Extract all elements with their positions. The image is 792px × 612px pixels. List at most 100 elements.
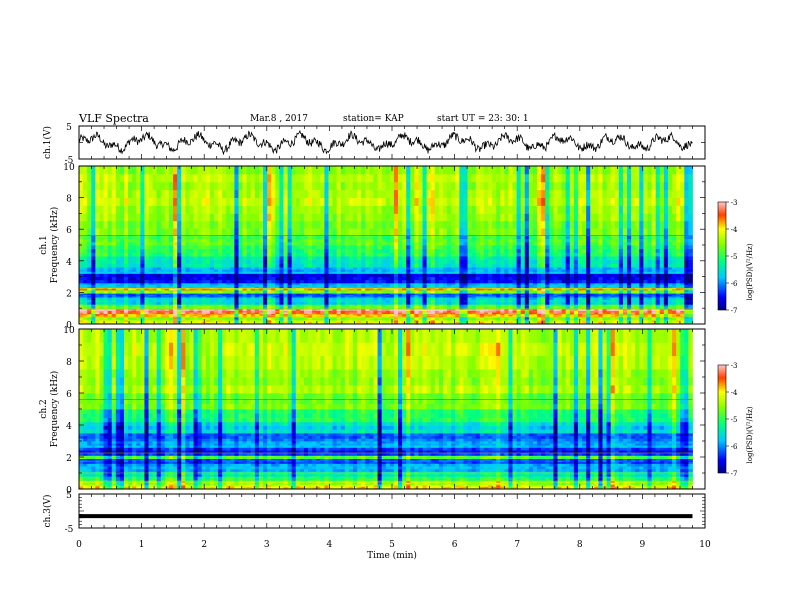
spectrogram-cell: [434, 295, 440, 298]
spectrogram-cell: [573, 284, 579, 287]
spectrogram-cell: [557, 290, 562, 292]
spectrogram-cell: [168, 321, 174, 324]
spectrogram-cell: [238, 291, 243, 293]
spectrogram-cell: [320, 288, 325, 290]
spectrogram-cell: [132, 308, 137, 311]
spectrogram-cell: [348, 299, 354, 303]
spectrogram-cell: [177, 286, 182, 289]
spectrogram-cell: [234, 308, 239, 311]
spectrogram-cell: [520, 319, 526, 321]
spectrogram-cell: [226, 301, 231, 305]
spectrogram-cell: [479, 294, 485, 297]
spectrogram-cell: [602, 301, 607, 305]
spectrogram-cell: [258, 295, 264, 298]
spectrogram-cell: [430, 321, 436, 324]
spectrogram-cell: [569, 315, 575, 318]
spectrogram-cell: [545, 286, 550, 289]
spectrogram-cell: [181, 297, 186, 300]
spectrogram-cell: [398, 295, 403, 298]
spectrogram-cell: [344, 295, 350, 298]
spectrogram-cell: [299, 317, 305, 320]
spectrogram-cell: [312, 293, 317, 295]
spectrogram-cell: [254, 294, 260, 297]
spectrogram-cell: [308, 305, 313, 308]
spectrogram-cell: [357, 284, 362, 287]
spectrogram-cell: [631, 314, 636, 317]
spectrogram-cell: [291, 316, 297, 319]
spectrogram-cell: [140, 295, 145, 298]
spectrogram-cell: [373, 316, 378, 319]
spectrogram-cell: [443, 314, 448, 317]
spectrogram-cell: [647, 276, 652, 281]
spectrogram-cell: [263, 319, 268, 321]
spectrogram-cell: [512, 288, 518, 290]
spectrogram-cell: [132, 273, 137, 277]
spectrogram-cell: [99, 312, 104, 315]
spectrogram-cell: [643, 284, 648, 287]
spectrogram-cell: [553, 291, 558, 293]
spectrogram-cell: [242, 313, 248, 316]
spectrogram-cell: [496, 288, 501, 290]
spectrogram-cell: [87, 313, 92, 316]
spectrogram-cell: [79, 295, 84, 298]
spectrogram-cell: [152, 276, 158, 281]
spectrogram-cell: [115, 312, 121, 315]
spectrogram-cell: [684, 314, 689, 317]
spectrogram-cell: [492, 282, 497, 285]
spectrogram-cell: [152, 288, 158, 290]
spectrogram-cell: [136, 305, 141, 308]
spectrogram-cell: [622, 289, 628, 291]
spectrogram-cell: [348, 315, 354, 318]
spectrogram-cell: [287, 284, 293, 287]
spectrogram-cell: [414, 313, 419, 316]
spectrogram-cell: [328, 297, 333, 300]
spectrogram-cell: [651, 313, 657, 316]
spectrogram-cell: [430, 305, 436, 308]
spectrogram-cell: [336, 286, 342, 289]
spectrogram-cell: [426, 315, 432, 318]
spectrogram-cell: [361, 276, 366, 281]
spectrogram-cell: [541, 294, 546, 297]
spectrogram-cell: [246, 276, 252, 281]
spectrogram-cell: [373, 295, 378, 298]
spectrogram-cell: [639, 312, 644, 315]
spectrogram-cell: [557, 317, 562, 320]
spectrogram-cell: [504, 286, 509, 289]
spectrogram-cell: [463, 305, 468, 308]
spectrogram-cell: [643, 320, 648, 322]
spectrogram-cell: [152, 292, 158, 294]
spectrogram-cell: [553, 317, 558, 320]
spectrogram-cell: [271, 295, 276, 298]
spectrogram-cell: [467, 279, 473, 284]
spectrogram-cell: [643, 319, 648, 321]
spectrogram-cell: [622, 320, 628, 322]
spectrogram-cell: [549, 320, 554, 322]
spectrogram-cell: [430, 276, 436, 281]
spectrogram-cell: [622, 312, 628, 315]
spectrogram-cell: [95, 312, 100, 315]
spectrogram-cell: [508, 304, 513, 307]
spectrogram-cell: [357, 294, 362, 297]
spectrogram-cell: [234, 286, 239, 289]
spectrogram-cell: [263, 297, 268, 300]
spectrogram-cell: [197, 320, 203, 322]
spectrogram-cell: [606, 308, 612, 311]
spectrogram-cell: [299, 276, 305, 281]
spectrogram-cell: [242, 288, 248, 290]
spectrogram-cell: [377, 290, 383, 292]
spectrogram-cell: [79, 292, 84, 294]
spectrogram-cell: [618, 314, 624, 317]
spectrogram-cell: [680, 319, 685, 321]
spectrogram-cell: [291, 292, 297, 294]
spectrogram-cell: [557, 319, 562, 321]
spectrogram-cell: [140, 284, 145, 287]
spectrogram-cell: [295, 294, 301, 297]
spectrogram-cell: [213, 319, 219, 321]
spectrogram-cell: [688, 290, 693, 292]
spectrogram-cell: [193, 321, 199, 324]
spectrogram-cell: [197, 313, 203, 316]
spectrogram-cell: [275, 292, 280, 294]
spectrogram-cell: [291, 310, 297, 313]
spectrogram-cell: [254, 279, 260, 284]
spectrogram-cell: [218, 301, 223, 305]
